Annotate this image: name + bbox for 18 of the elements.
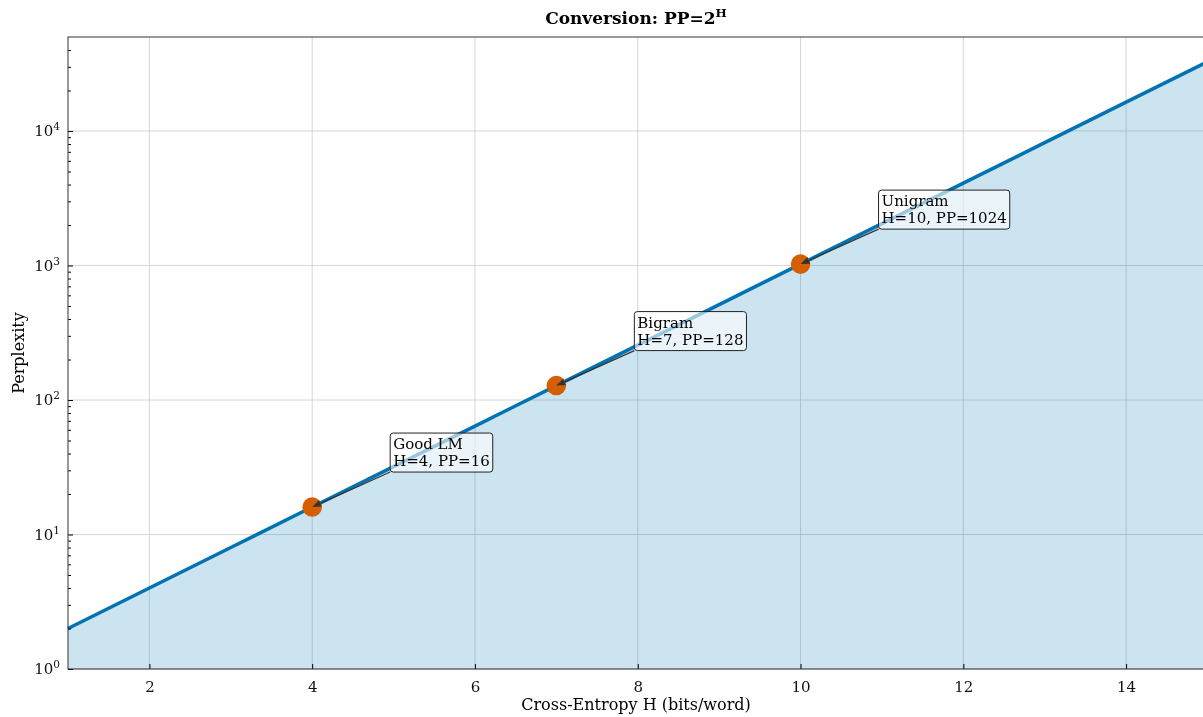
y-tick-label: 10$^{0}$ [34,658,60,679]
y-tick-label: 10$^{3}$ [34,254,60,275]
chart-title: Conversion: PP=2$^{H}$ [545,6,727,28]
y-tick-label: 10$^{2}$ [34,389,60,410]
y-tick-label: 10$^{1}$ [34,523,60,544]
annotation: Unigram H=10, PP=1024 [881,192,1007,228]
x-tick-label: 12 [954,677,974,696]
x-tick-label: 8 [633,677,644,696]
x-tick-label: 2 [145,677,155,696]
x-tick-label: 4 [307,677,318,696]
x-tick-label: 6 [470,677,481,696]
x-tick-label: 14 [1117,677,1137,696]
x-axis-title: Cross-Entropy H (bits/word) [521,695,751,714]
annotation: Bigram H=7, PP=128 [637,313,744,349]
y-axis-title: Perplexity [9,312,28,394]
y-tick-label: 10$^{4}$ [34,120,61,141]
x-tick-label: 10 [791,677,811,696]
annotation: Good LM H=4, PP=16 [393,435,490,471]
